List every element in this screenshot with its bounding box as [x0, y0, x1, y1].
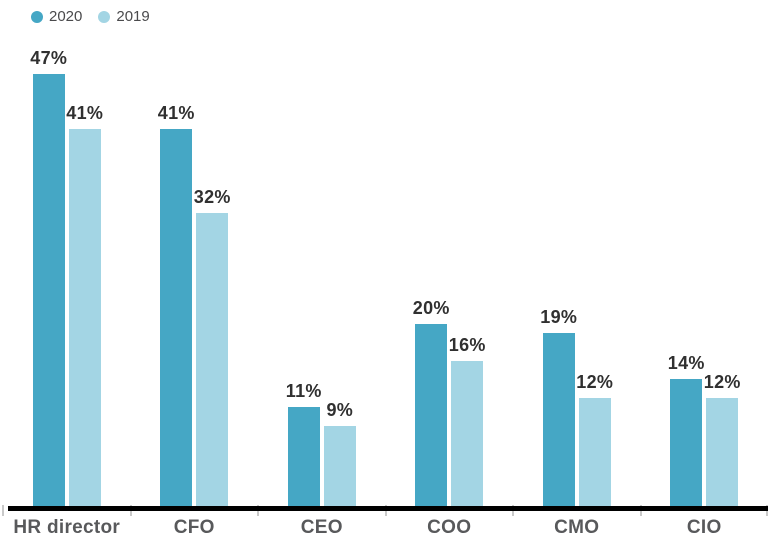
value-label-2020-cmo: 19%	[540, 307, 578, 327]
bar-2019-coo	[451, 361, 484, 509]
legend-label-2019: 2019	[116, 8, 150, 25]
legend-swatch-2020-icon	[31, 10, 43, 23]
bar-2020-coo	[415, 324, 448, 509]
bar-2019-ceo	[323, 426, 356, 509]
value-label-2019-ceo: 9%	[326, 400, 354, 420]
legend-label-2020: 2020	[49, 8, 83, 25]
bar-2019-cio	[706, 398, 739, 509]
category-label-cio: CIO	[686, 517, 722, 538]
value-label-2019-coo: 16%	[448, 335, 486, 355]
category-label-ceo: CEO	[300, 517, 343, 538]
value-label-2019-cio: 12%	[703, 372, 741, 392]
chart-legend: 2020 2019	[31, 8, 150, 25]
bar-2020-cmo	[542, 333, 575, 509]
value-label-2020-cfo: 41%	[157, 103, 195, 123]
bar-2020-ceo	[287, 407, 320, 509]
category-label-cmo: CMO	[554, 517, 600, 538]
value-label-2019-hr-director: 41%	[66, 103, 104, 123]
legend-item-2020: 2020	[31, 8, 82, 25]
bar-2020-hr-director	[32, 74, 65, 509]
bar-2019-hr-director	[68, 129, 101, 509]
bar-2020-cfo	[160, 129, 193, 509]
value-label-2020-hr-director: 47%	[30, 48, 68, 68]
x-axis-line	[8, 506, 768, 511]
legend-item-2019: 2019	[98, 8, 150, 25]
value-label-2020-coo: 20%	[412, 298, 450, 318]
value-label-2019-cmo: 12%	[576, 372, 614, 392]
bar-2019-cmo	[578, 398, 611, 509]
bar-2020-cio	[670, 379, 703, 509]
bar-2019-cfo	[196, 213, 229, 509]
category-label-cfo: CFO	[173, 517, 215, 538]
axis-tick	[2, 505, 4, 516]
value-label-2019-cfo: 32%	[193, 187, 231, 207]
legend-swatch-2019-icon	[98, 10, 111, 23]
value-label-2020-ceo: 11%	[285, 381, 322, 401]
category-label-hr-director: HR director	[13, 517, 121, 538]
value-label-2020-cio: 14%	[667, 353, 705, 373]
category-label-coo: COO	[427, 517, 472, 538]
